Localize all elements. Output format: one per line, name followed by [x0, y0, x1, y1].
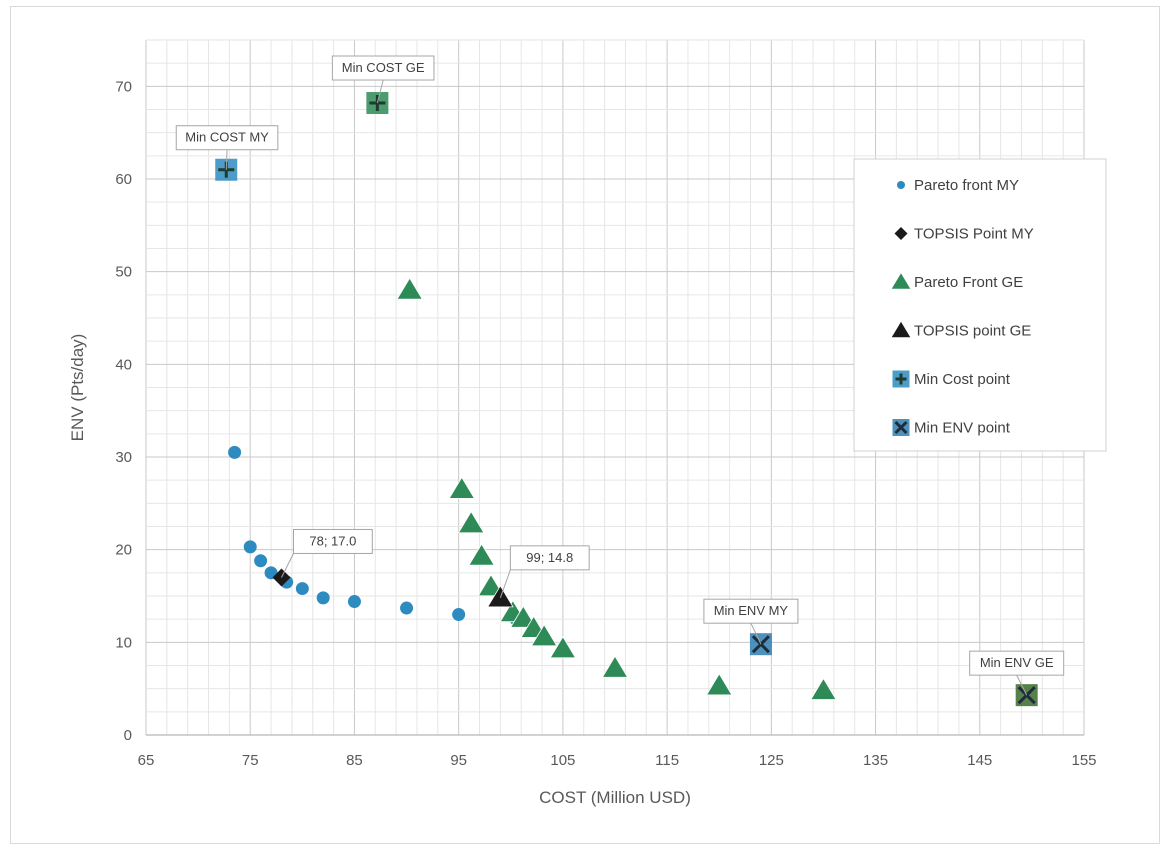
- legend-swatch: [890, 271, 912, 290]
- point-pareto-front-ge: [705, 673, 733, 696]
- callout-leader: [750, 622, 762, 645]
- point-pareto-front-ge: [448, 476, 476, 499]
- legend-label: Min Cost point: [914, 371, 1011, 388]
- callout: 78; 17.0: [281, 528, 373, 578]
- legend-label: Pareto Front GE: [914, 274, 1023, 291]
- data-points: [215, 92, 1038, 707]
- callout-label: Min ENV GE: [980, 655, 1054, 670]
- y-tick-label: 10: [115, 634, 132, 651]
- y-tick-label: 30: [115, 449, 132, 466]
- callout-box: [331, 55, 435, 81]
- y-tick-label: 50: [115, 264, 132, 281]
- point-pareto-front-ge: [810, 677, 837, 700]
- callout-label: Min COST GE: [342, 60, 425, 75]
- x-tick-label: 155: [1071, 752, 1096, 769]
- callout-leader: [1016, 674, 1028, 696]
- point-pareto-front-ge: [468, 543, 495, 566]
- point-pareto-front-ge: [396, 277, 423, 300]
- legend-label: Min ENV point: [914, 420, 1011, 437]
- point-topsis-point-ge: [487, 585, 514, 608]
- grid: [145, 39, 1085, 736]
- point-pareto-front-my: [316, 591, 330, 605]
- y-tick-label: 40: [115, 356, 132, 373]
- chart-frame: 65 75 85 95 105 115 125 135 145 155 0 10 20 30 40 50 60 7…: [10, 6, 1160, 844]
- callout-label: Min ENV MY: [714, 603, 789, 618]
- callout: 99; 14.8: [499, 545, 590, 599]
- callout-box: [969, 650, 1065, 676]
- legend-box: [853, 158, 1107, 452]
- point-pareto-front-ge: [509, 605, 537, 628]
- callout-box: [292, 528, 373, 554]
- callout-label: Min COST MY: [185, 130, 269, 145]
- point-pareto-front-ge: [457, 510, 485, 534]
- legend-swatch: [890, 320, 912, 339]
- callout: Min ENV GE: [969, 650, 1065, 696]
- callout-box: [703, 598, 799, 624]
- point-pareto-front-my: [452, 608, 466, 622]
- callout: Min COST MY: [175, 125, 279, 170]
- legend-item: Min Cost point: [892, 370, 1011, 388]
- point-pareto-front-my: [347, 595, 361, 609]
- callout-leader: [376, 79, 384, 104]
- legend-swatch: [892, 419, 910, 436]
- x-tick-label: 105: [550, 752, 575, 769]
- legend-item: Min ENV point: [892, 419, 1011, 437]
- scatter-chart: 65 75 85 95 105 115 125 135 145 155 0 10 20 30 40 50 60 7…: [68, 39, 1107, 807]
- y-tick-label: 70: [115, 78, 132, 95]
- axis-ticks: 65 75 85 95 105 115 125 135 145 155 0 10 20 30 40 50 60 7…: [115, 78, 1096, 769]
- x-tick-label: 75: [242, 752, 259, 769]
- x-tick-label: 125: [759, 752, 784, 769]
- x-tick-label: 135: [863, 752, 888, 769]
- y-tick-label: 0: [124, 727, 132, 744]
- legend-label: Pareto front MY: [914, 177, 1019, 194]
- callout-box: [509, 545, 590, 571]
- point-pareto-front-ge: [530, 623, 558, 647]
- x-tick-label: 95: [450, 752, 467, 769]
- callout-leader: [281, 553, 294, 578]
- annotations: Min COST GE Min COST MY 78; 17.0 99; 14.8 Mi…: [175, 55, 1065, 696]
- legend-item: Pareto front MY: [897, 177, 1019, 194]
- callout-label: 78; 17.0: [309, 533, 356, 548]
- x-tick-label: 85: [346, 752, 363, 769]
- legend-item: TOPSIS Point MY: [894, 226, 1034, 243]
- point-pareto-front-ge: [601, 655, 629, 678]
- legend-item: TOPSIS point GE: [890, 320, 1031, 340]
- callout: Min ENV MY: [703, 598, 799, 645]
- marker-x-b: [894, 420, 908, 435]
- point-pareto-front-ge: [549, 636, 577, 659]
- x-axis-title: COST (Million USD): [539, 788, 691, 807]
- point-pareto-front-my: [228, 445, 242, 459]
- legend: Pareto front MY TOPSIS Point MY Pareto Fro…: [853, 158, 1107, 452]
- callout-label: 99; 14.8: [526, 550, 573, 565]
- callout-box: [175, 125, 279, 151]
- legend-swatch: [897, 181, 905, 189]
- x-tick-label: 145: [967, 752, 992, 769]
- legend-label: TOPSIS Point MY: [914, 226, 1034, 243]
- x-tick-label: 115: [655, 752, 679, 769]
- legend-swatch: [892, 370, 910, 388]
- y-tick-label: 20: [115, 542, 132, 559]
- callout-leader: [225, 149, 228, 170]
- y-axis-title: ENV (Pts/day): [68, 334, 87, 442]
- y-tick-label: 60: [115, 171, 132, 188]
- callout-leader: [499, 569, 511, 599]
- callout: Min COST GE: [331, 55, 435, 104]
- legend-label: TOPSIS point GE: [914, 323, 1031, 340]
- x-tick-label: 65: [138, 752, 155, 769]
- point-pareto-front-my: [243, 540, 257, 554]
- legend-item: Pareto Front GE: [890, 271, 1023, 291]
- point-pareto-front-my: [295, 582, 309, 596]
- legend-swatch: [894, 227, 908, 240]
- point-pareto-front-my: [254, 554, 268, 568]
- point-pareto-front-my: [400, 601, 414, 615]
